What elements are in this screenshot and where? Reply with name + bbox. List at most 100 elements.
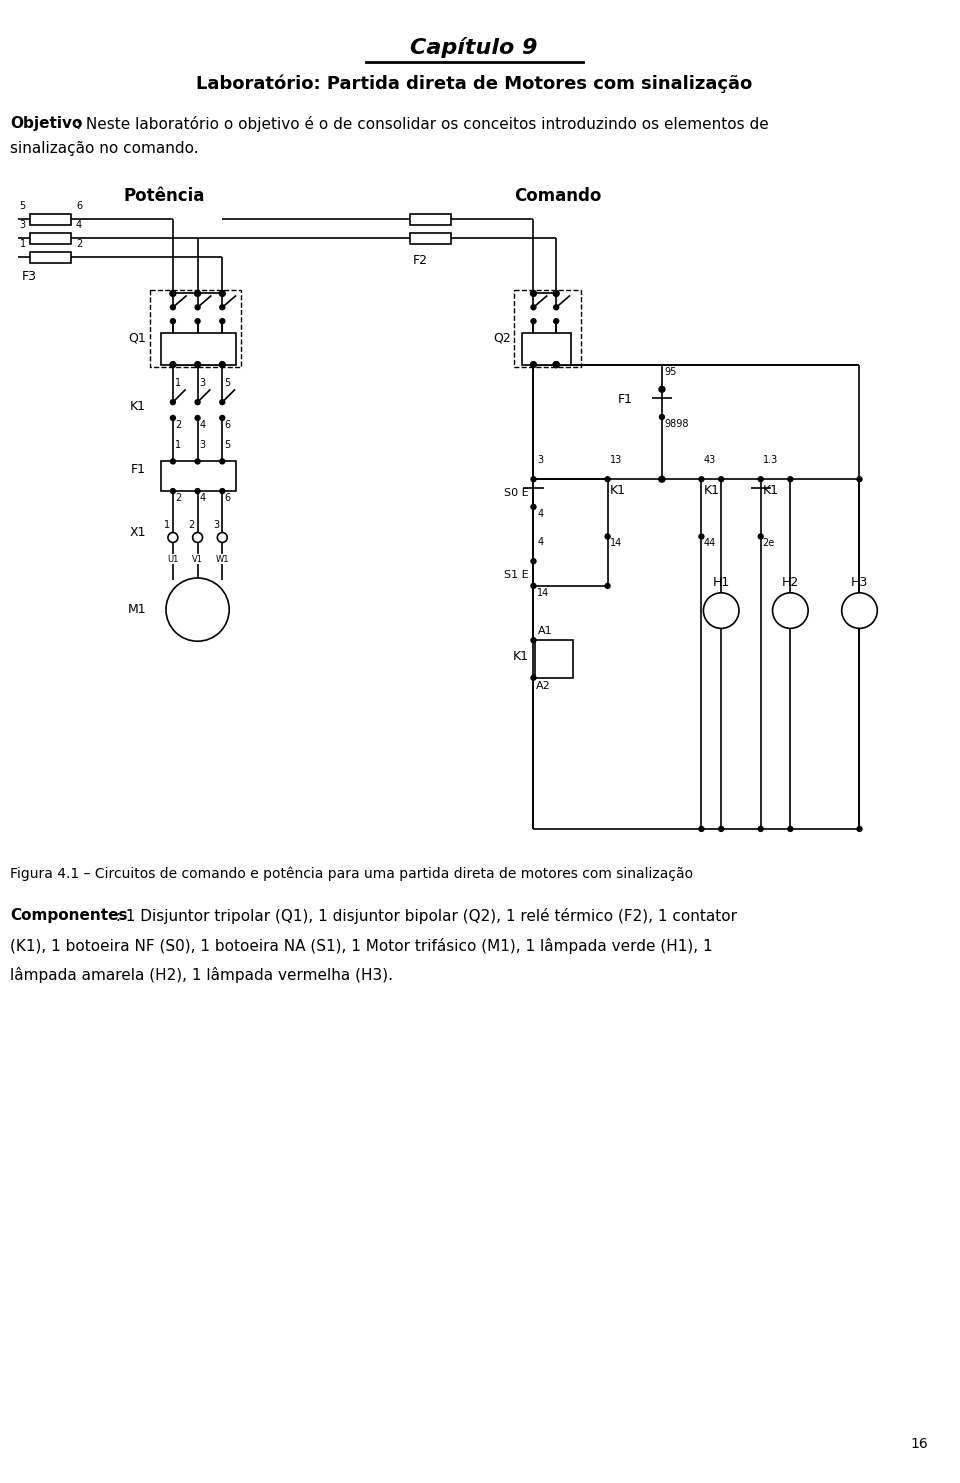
Text: ▷: ▷ (530, 343, 540, 356)
Text: lâmpada amarela (H2), 1 lâmpada vermelha (H3).: lâmpada amarela (H2), 1 lâmpada vermelha… (10, 967, 393, 983)
Text: S0 E: S0 E (504, 488, 529, 498)
Text: 3: 3 (200, 439, 205, 449)
Text: 9898: 9898 (665, 418, 689, 429)
Text: Laboratório: Partida direta de Motores com sinalização: Laboratório: Partida direta de Motores c… (196, 74, 753, 92)
Bar (30, 215, 71, 225)
Text: U1: U1 (167, 555, 179, 564)
Circle shape (220, 319, 225, 323)
Text: 6: 6 (225, 492, 230, 503)
Circle shape (195, 415, 200, 420)
Text: A2: A2 (536, 681, 550, 691)
Text: ▷: ▷ (218, 343, 228, 356)
Text: Capítulo 9: Capítulo 9 (411, 37, 538, 58)
Circle shape (531, 504, 536, 509)
Circle shape (195, 400, 200, 405)
Circle shape (788, 826, 793, 832)
Text: K1: K1 (131, 400, 146, 414)
Text: 16: 16 (911, 1437, 928, 1452)
Circle shape (605, 583, 610, 589)
Text: : 1 Disjuntor tripolar (Q1), 1 disjuntor bipolar (Q2), 1 relé térmico (F2), 1 co: : 1 Disjuntor tripolar (Q1), 1 disjuntor… (106, 908, 736, 924)
Text: K1: K1 (610, 483, 626, 497)
Circle shape (531, 476, 536, 482)
Text: Objetivo: Objetivo (10, 116, 83, 131)
Circle shape (660, 414, 664, 420)
Text: 14: 14 (538, 587, 550, 598)
Circle shape (220, 458, 225, 464)
Text: 44: 44 (704, 538, 715, 549)
Circle shape (531, 638, 536, 642)
Circle shape (217, 532, 228, 543)
Text: 4: 4 (200, 492, 205, 503)
Bar (161, 461, 236, 491)
Circle shape (554, 305, 559, 310)
Text: W1: W1 (216, 555, 229, 564)
Text: 2: 2 (76, 239, 83, 249)
Circle shape (195, 362, 201, 368)
Circle shape (758, 534, 763, 538)
Circle shape (699, 534, 704, 538)
Circle shape (719, 476, 724, 482)
Circle shape (195, 488, 200, 494)
Bar (536, 641, 573, 678)
Text: 1: 1 (164, 519, 170, 529)
Circle shape (219, 362, 226, 368)
Text: F3: F3 (22, 270, 36, 283)
Text: 1: 1 (175, 439, 181, 449)
Text: M: M (191, 595, 204, 610)
Circle shape (170, 291, 176, 297)
Circle shape (605, 476, 610, 482)
Text: ▷: ▷ (193, 343, 203, 356)
Circle shape (220, 415, 225, 420)
Circle shape (531, 319, 536, 323)
Text: F1: F1 (132, 463, 146, 476)
Text: 2: 2 (175, 420, 181, 430)
Circle shape (605, 534, 610, 538)
Circle shape (857, 826, 862, 832)
Bar (521, 334, 571, 365)
Text: Componentes: Componentes (10, 908, 128, 922)
Text: 1: 1 (19, 239, 26, 249)
Circle shape (531, 583, 536, 589)
Circle shape (170, 362, 176, 368)
Text: Potência: Potência (124, 187, 204, 205)
Text: 14: 14 (610, 538, 622, 549)
Circle shape (195, 458, 200, 464)
Text: 4: 4 (76, 221, 83, 230)
Text: F2: F2 (413, 254, 428, 267)
Circle shape (171, 400, 176, 405)
Circle shape (699, 826, 704, 832)
Text: 2e: 2e (762, 538, 775, 549)
Circle shape (704, 593, 739, 629)
Text: 3: 3 (19, 221, 26, 230)
Circle shape (171, 488, 176, 494)
Text: ▷: ▷ (168, 343, 178, 356)
Text: 5: 5 (225, 439, 230, 449)
Circle shape (171, 415, 176, 420)
Text: Comando: Comando (514, 187, 601, 205)
Circle shape (171, 458, 176, 464)
Text: : Neste laboratório o objetivo é o de consolidar os conceitos introduzindo os el: : Neste laboratório o objetivo é o de co… (71, 116, 769, 132)
Circle shape (842, 593, 877, 629)
Text: 1: 1 (175, 378, 181, 389)
Circle shape (554, 319, 559, 323)
Circle shape (699, 476, 704, 482)
Circle shape (659, 476, 665, 482)
Text: 4: 4 (538, 537, 543, 547)
Text: 13: 13 (610, 455, 622, 466)
Text: 1.3: 1.3 (762, 455, 778, 466)
Circle shape (171, 305, 176, 310)
Text: H1: H1 (712, 575, 730, 589)
Circle shape (857, 476, 862, 482)
Circle shape (220, 305, 225, 310)
Circle shape (531, 362, 537, 368)
Circle shape (531, 291, 537, 297)
Text: M1: M1 (128, 604, 146, 615)
Text: 5: 5 (19, 202, 26, 212)
Bar (514, 289, 581, 366)
Text: 6: 6 (225, 420, 230, 430)
Text: H3: H3 (851, 575, 868, 589)
Circle shape (166, 578, 229, 641)
Circle shape (195, 305, 200, 310)
Text: 95: 95 (665, 368, 677, 378)
Text: 4: 4 (538, 509, 543, 519)
